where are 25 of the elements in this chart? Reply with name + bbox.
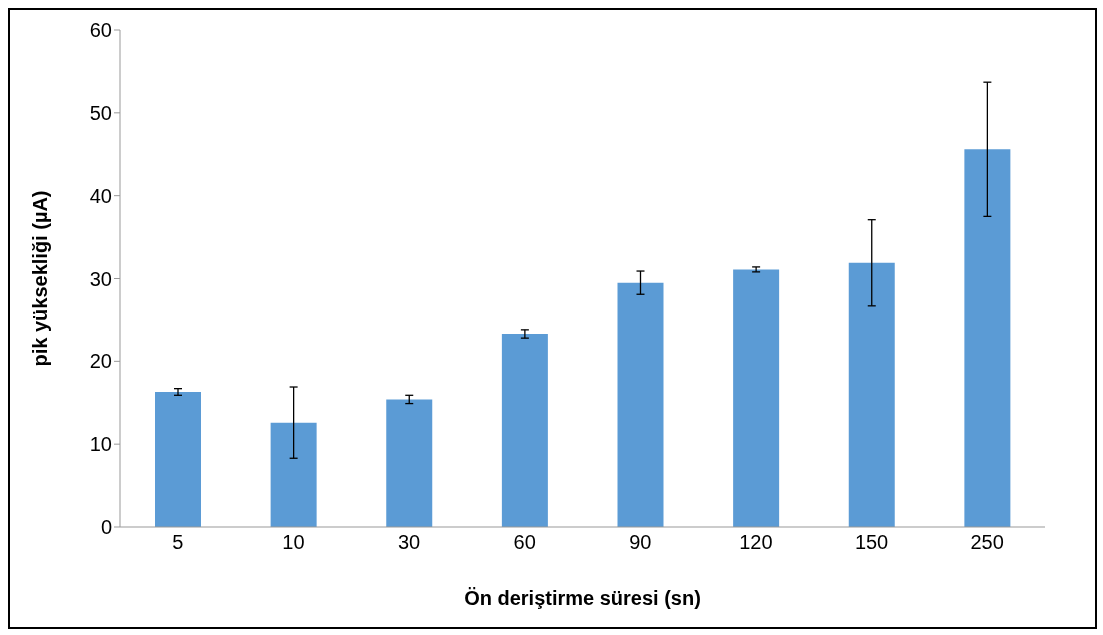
- bar: [848, 262, 895, 527]
- bar: [733, 269, 780, 527]
- x-tick-label: 120: [739, 531, 773, 554]
- bar: [155, 391, 201, 527]
- x-tick-label: 10: [282, 531, 305, 554]
- x-tick-label: 60: [513, 531, 536, 554]
- y-tick-label: 40: [89, 184, 112, 207]
- y-tick-label: 20: [89, 350, 112, 373]
- x-tick-label: 30: [397, 531, 421, 554]
- bar: [270, 422, 317, 527]
- y-tick-label: 50: [89, 101, 112, 124]
- y-tick-label: 30: [89, 267, 112, 290]
- bar: [501, 334, 548, 527]
- x-tick-label: 250: [970, 531, 1004, 554]
- y-tick-label: 60: [89, 19, 112, 42]
- x-axis-title: Ön deriştirme süresi (sn): [464, 587, 701, 609]
- bar: [617, 282, 664, 527]
- bar: [964, 149, 1011, 527]
- y-tick-label: 10: [89, 433, 112, 456]
- x-tick-label: 90: [629, 531, 652, 554]
- y-axis-title: pik yüksekliği (µA): [29, 190, 52, 367]
- y-tick-label: 0: [100, 516, 112, 539]
- x-tick-label: 150: [854, 531, 889, 554]
- bar: [386, 399, 433, 527]
- x-tick-label: 5: [172, 531, 184, 554]
